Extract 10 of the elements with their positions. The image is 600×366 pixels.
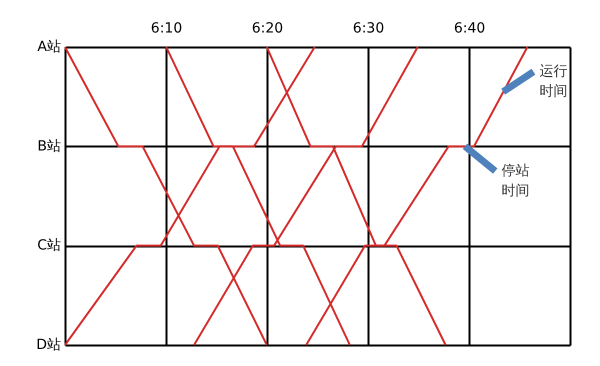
x-tick-label: 6:20: [252, 20, 284, 36]
text: B站: [37, 138, 61, 154]
x-tick-label: 6:10: [150, 20, 182, 36]
x-tick-label: 6:40: [454, 20, 486, 36]
annotation: 运行时间: [539, 64, 568, 100]
annotation: 停站时间: [501, 163, 530, 200]
x-tick-label: 6:30: [352, 20, 384, 36]
text: D站: [36, 337, 61, 353]
text: C站: [37, 238, 61, 254]
text: A站: [37, 39, 61, 55]
